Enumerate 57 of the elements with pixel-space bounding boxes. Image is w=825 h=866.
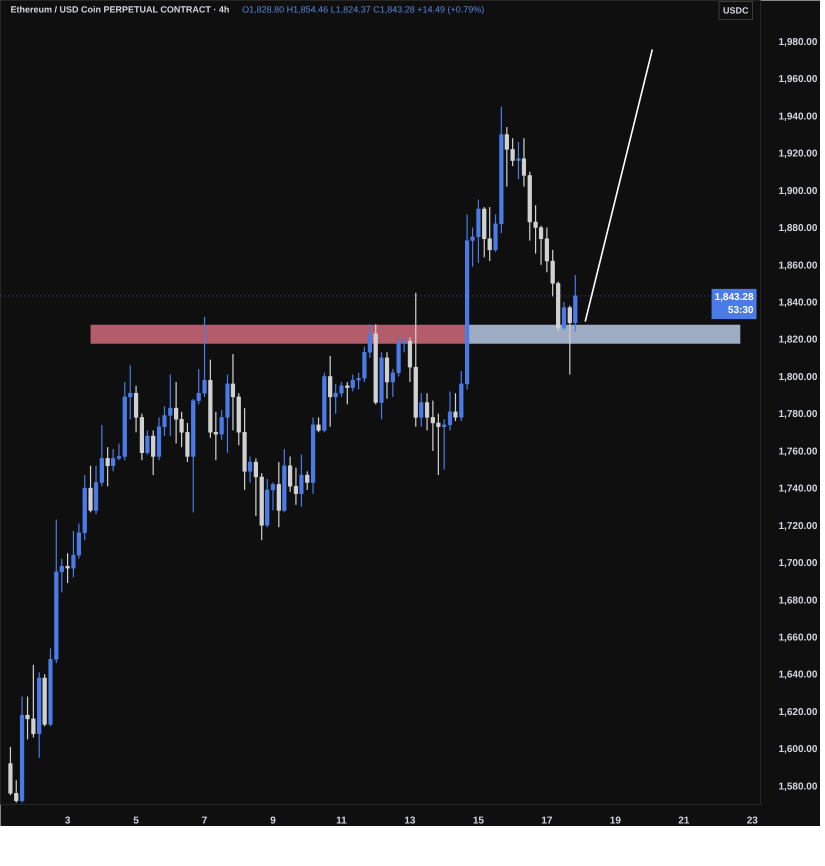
candlestick — [568, 305, 572, 376]
candlestick — [111, 448, 116, 472]
candlestick — [65, 552, 70, 584]
y-tick-label: 1,640.00 — [778, 670, 818, 681]
y-tick-label: 1,860.00 — [778, 260, 818, 272]
y-tick-label: 1,920.00 — [778, 148, 818, 160]
y-tick-label: 1,820.00 — [778, 334, 818, 346]
candlestick — [424, 392, 430, 432]
y-tick-label: 1,620.00 — [778, 706, 818, 718]
candlestick — [305, 470, 310, 491]
x-tick-label: 7 — [202, 816, 208, 826]
candlestick — [151, 430, 156, 476]
y-tick-label: 1,660.00 — [778, 632, 818, 644]
candlestick — [248, 456, 252, 484]
y-tick-label: 1,700.00 — [778, 558, 818, 570]
x-tick-label: 15 — [472, 816, 484, 826]
y-tick-label: 1,740.00 — [778, 484, 818, 495]
y-tick-label: 1,580.00 — [778, 781, 818, 792]
candlestick — [316, 416, 321, 433]
chart-subtitle: O1,828.80 H1,854.46 L1,824.37 C1,843.28 +14.49 (+0.79%) — [242, 4, 484, 14]
y-tick-label: 1,940.00 — [778, 111, 818, 122]
candlestick — [453, 392, 458, 422]
y-tick-label: 1,680.00 — [778, 595, 818, 606]
candlestick — [31, 664, 36, 738]
candlestick — [220, 409, 224, 440]
ref-line-label: 1,843.28 53:30 — [714, 292, 754, 316]
x-tick-label: 9 — [270, 816, 276, 826]
y-tick-label: 1,980.00 — [778, 36, 818, 48]
y-tick-label: 1,780.00 — [778, 409, 818, 420]
y-tick-label: 1,840.00 — [778, 298, 818, 308]
x-tick-label: 5 — [133, 816, 140, 826]
candlestick — [345, 381, 350, 405]
y-tick-label: 1,880.00 — [778, 223, 818, 234]
chart-title: Ethereum / USD Coin PERPETUAL CONTRACT · 4h — [10, 4, 230, 14]
candlestick — [299, 454, 304, 508]
x-tick-label: 11 — [336, 816, 348, 826]
y-tick-label: 1,760.00 — [778, 446, 818, 458]
y-axis-title: USDC — [723, 6, 749, 16]
x-tick-label: 13 — [404, 816, 416, 826]
candlestick — [562, 301, 566, 331]
candlestick — [516, 141, 521, 180]
y-tick-label: 1,800.00 — [778, 372, 818, 383]
x-tick-label: 3 — [64, 816, 71, 826]
x-tick-label: 23 — [746, 816, 758, 826]
candlestick — [145, 430, 150, 456]
x-tick-label: 21 — [678, 816, 690, 826]
candlestick — [25, 696, 30, 740]
x-tick-label: 17 — [541, 816, 553, 826]
candlestick — [88, 465, 93, 513]
y-tick-label: 1,720.00 — [778, 520, 818, 532]
candlestick — [419, 392, 424, 428]
x-tick-label: 19 — [610, 816, 622, 826]
y-tick-label: 1,900.00 — [778, 186, 818, 197]
candlestick — [328, 355, 332, 428]
y-tick-label: 1,960.00 — [778, 74, 818, 86]
candlestick — [106, 446, 110, 487]
y-tick-label: 1,600.00 — [778, 744, 818, 756]
